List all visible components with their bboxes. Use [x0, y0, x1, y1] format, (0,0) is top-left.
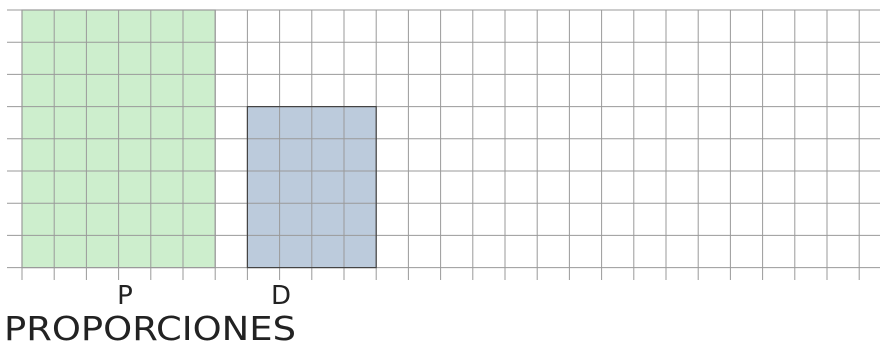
diagram-title: PROPORCIONES: [4, 309, 296, 344]
outline-layer: [21, 9, 377, 269]
shape-d-outline: [246, 105, 377, 269]
shape-p-label: P: [117, 281, 133, 311]
shape-d-label: D: [271, 281, 291, 311]
shape-p-outline: [21, 9, 216, 269]
